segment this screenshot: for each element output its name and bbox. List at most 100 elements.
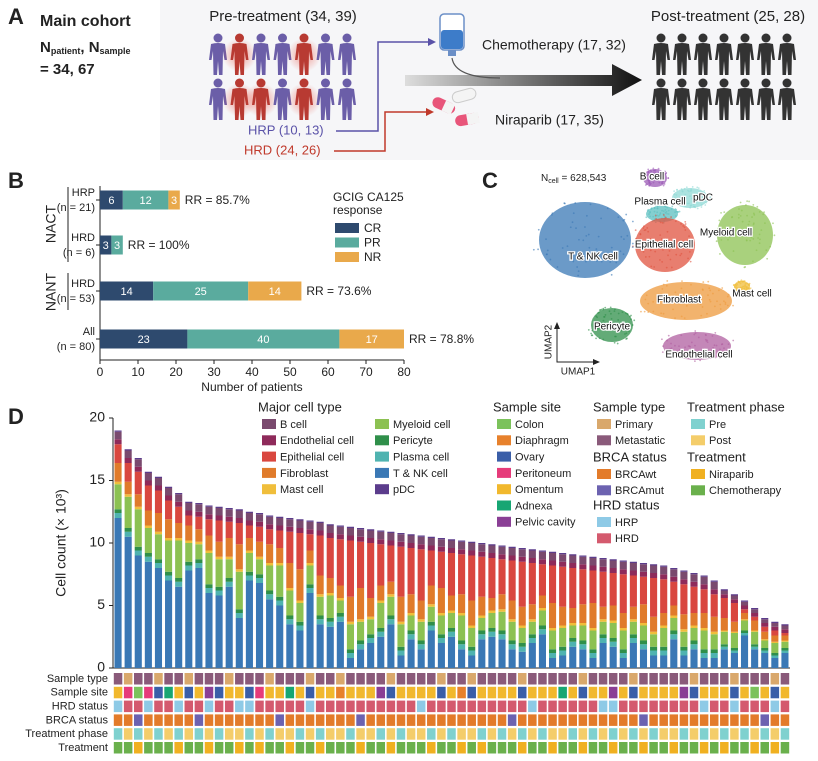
track-cell xyxy=(568,714,578,726)
cell-dot xyxy=(684,205,687,207)
cell-dot xyxy=(661,173,664,176)
bar-segment xyxy=(144,510,152,526)
bar-segment xyxy=(245,553,253,572)
track-cell xyxy=(245,700,254,713)
bar-segment xyxy=(548,649,557,653)
cell-dot xyxy=(537,248,539,251)
cell-dot xyxy=(648,213,650,216)
track-cell xyxy=(265,742,274,754)
track-cell xyxy=(760,686,769,699)
track-cell xyxy=(477,700,487,713)
bar-segment xyxy=(437,638,445,643)
track-cell xyxy=(184,714,194,726)
body xyxy=(778,88,796,120)
bar-segment xyxy=(168,190,180,210)
cell-dot xyxy=(683,352,686,355)
cell-dot xyxy=(690,283,692,286)
cell-dot xyxy=(576,266,579,268)
cell-dot xyxy=(590,332,593,335)
track-cell xyxy=(457,742,466,754)
bar-segment xyxy=(235,613,243,618)
bar-segment xyxy=(781,624,789,626)
cell-dot xyxy=(664,211,667,214)
cell-dot xyxy=(670,266,673,269)
cell-dot xyxy=(574,202,577,204)
track-cell xyxy=(144,673,153,685)
cell-dot xyxy=(747,290,750,293)
hrp-label: HRP (10, 13) xyxy=(248,122,324,137)
bar-segment xyxy=(316,523,324,531)
track-cell xyxy=(760,673,769,685)
track-cell xyxy=(669,714,679,726)
body xyxy=(295,43,313,75)
cell-dot xyxy=(666,213,668,215)
bar-segment xyxy=(771,641,779,643)
head xyxy=(719,78,729,88)
cell-dot xyxy=(689,190,692,192)
cell-dot xyxy=(647,244,649,246)
value-label: 17 xyxy=(366,334,378,346)
track-cell xyxy=(386,686,396,699)
bar-segment xyxy=(215,520,223,542)
bar-segment xyxy=(498,611,506,631)
legend-label: Myeloid cell xyxy=(393,419,450,431)
body xyxy=(736,88,754,120)
bar-segment xyxy=(215,515,223,521)
bar-segment xyxy=(114,513,122,518)
bar-segment xyxy=(296,569,304,601)
bar-segment xyxy=(569,555,577,563)
bar-segment xyxy=(417,644,425,650)
x-tick-label: 50 xyxy=(283,365,297,379)
cell-dot xyxy=(647,171,650,174)
track-cell xyxy=(689,686,699,699)
bar-segment xyxy=(468,555,476,601)
bar-segment xyxy=(266,544,274,563)
cell-dot xyxy=(696,186,699,189)
track-cell xyxy=(558,714,567,726)
bar-segment xyxy=(387,615,395,620)
track-cell xyxy=(457,714,466,726)
bar-segment xyxy=(124,528,132,532)
track-cell xyxy=(629,714,638,726)
bar-segment xyxy=(761,650,769,653)
track-cell xyxy=(477,728,487,740)
track-cell xyxy=(406,714,416,726)
track-cell xyxy=(265,700,274,713)
cell-dot xyxy=(676,189,678,191)
bar-segment xyxy=(367,638,375,643)
track-cell xyxy=(720,673,729,685)
track-cell xyxy=(507,728,517,740)
track-cell xyxy=(639,742,648,754)
bar-segment xyxy=(387,624,395,668)
bar-segment xyxy=(266,529,274,545)
bar-segment xyxy=(437,634,445,638)
bar-segment xyxy=(740,601,749,606)
person-icon xyxy=(778,33,796,75)
bar-segment xyxy=(316,521,324,523)
cell-dot xyxy=(598,337,601,340)
bar-segment xyxy=(286,590,294,616)
bar-segment xyxy=(528,619,536,622)
bar-segment xyxy=(599,566,607,572)
legend-label: BRCAmut xyxy=(615,485,664,497)
track-cell xyxy=(336,714,345,726)
cell-dot xyxy=(698,192,701,195)
cell-dot xyxy=(686,202,689,205)
legend-label: Pre xyxy=(709,419,726,431)
cluster-label: pDC xyxy=(693,193,713,204)
track-cell xyxy=(679,673,689,685)
bar-segment xyxy=(134,550,142,556)
cell-dot xyxy=(687,189,689,192)
category-label: HRD xyxy=(71,278,95,290)
head xyxy=(321,33,330,43)
bar-segment xyxy=(710,594,718,617)
y-tick-label: 10 xyxy=(89,534,105,550)
track-cell xyxy=(315,673,325,685)
bar-segment xyxy=(316,615,324,620)
bar-segment xyxy=(417,619,425,622)
cluster-label: B cell xyxy=(640,172,664,183)
panel-label: B xyxy=(8,168,24,193)
bar-segment xyxy=(165,571,173,576)
cell-dot xyxy=(650,265,653,268)
bar-segment xyxy=(134,555,142,668)
